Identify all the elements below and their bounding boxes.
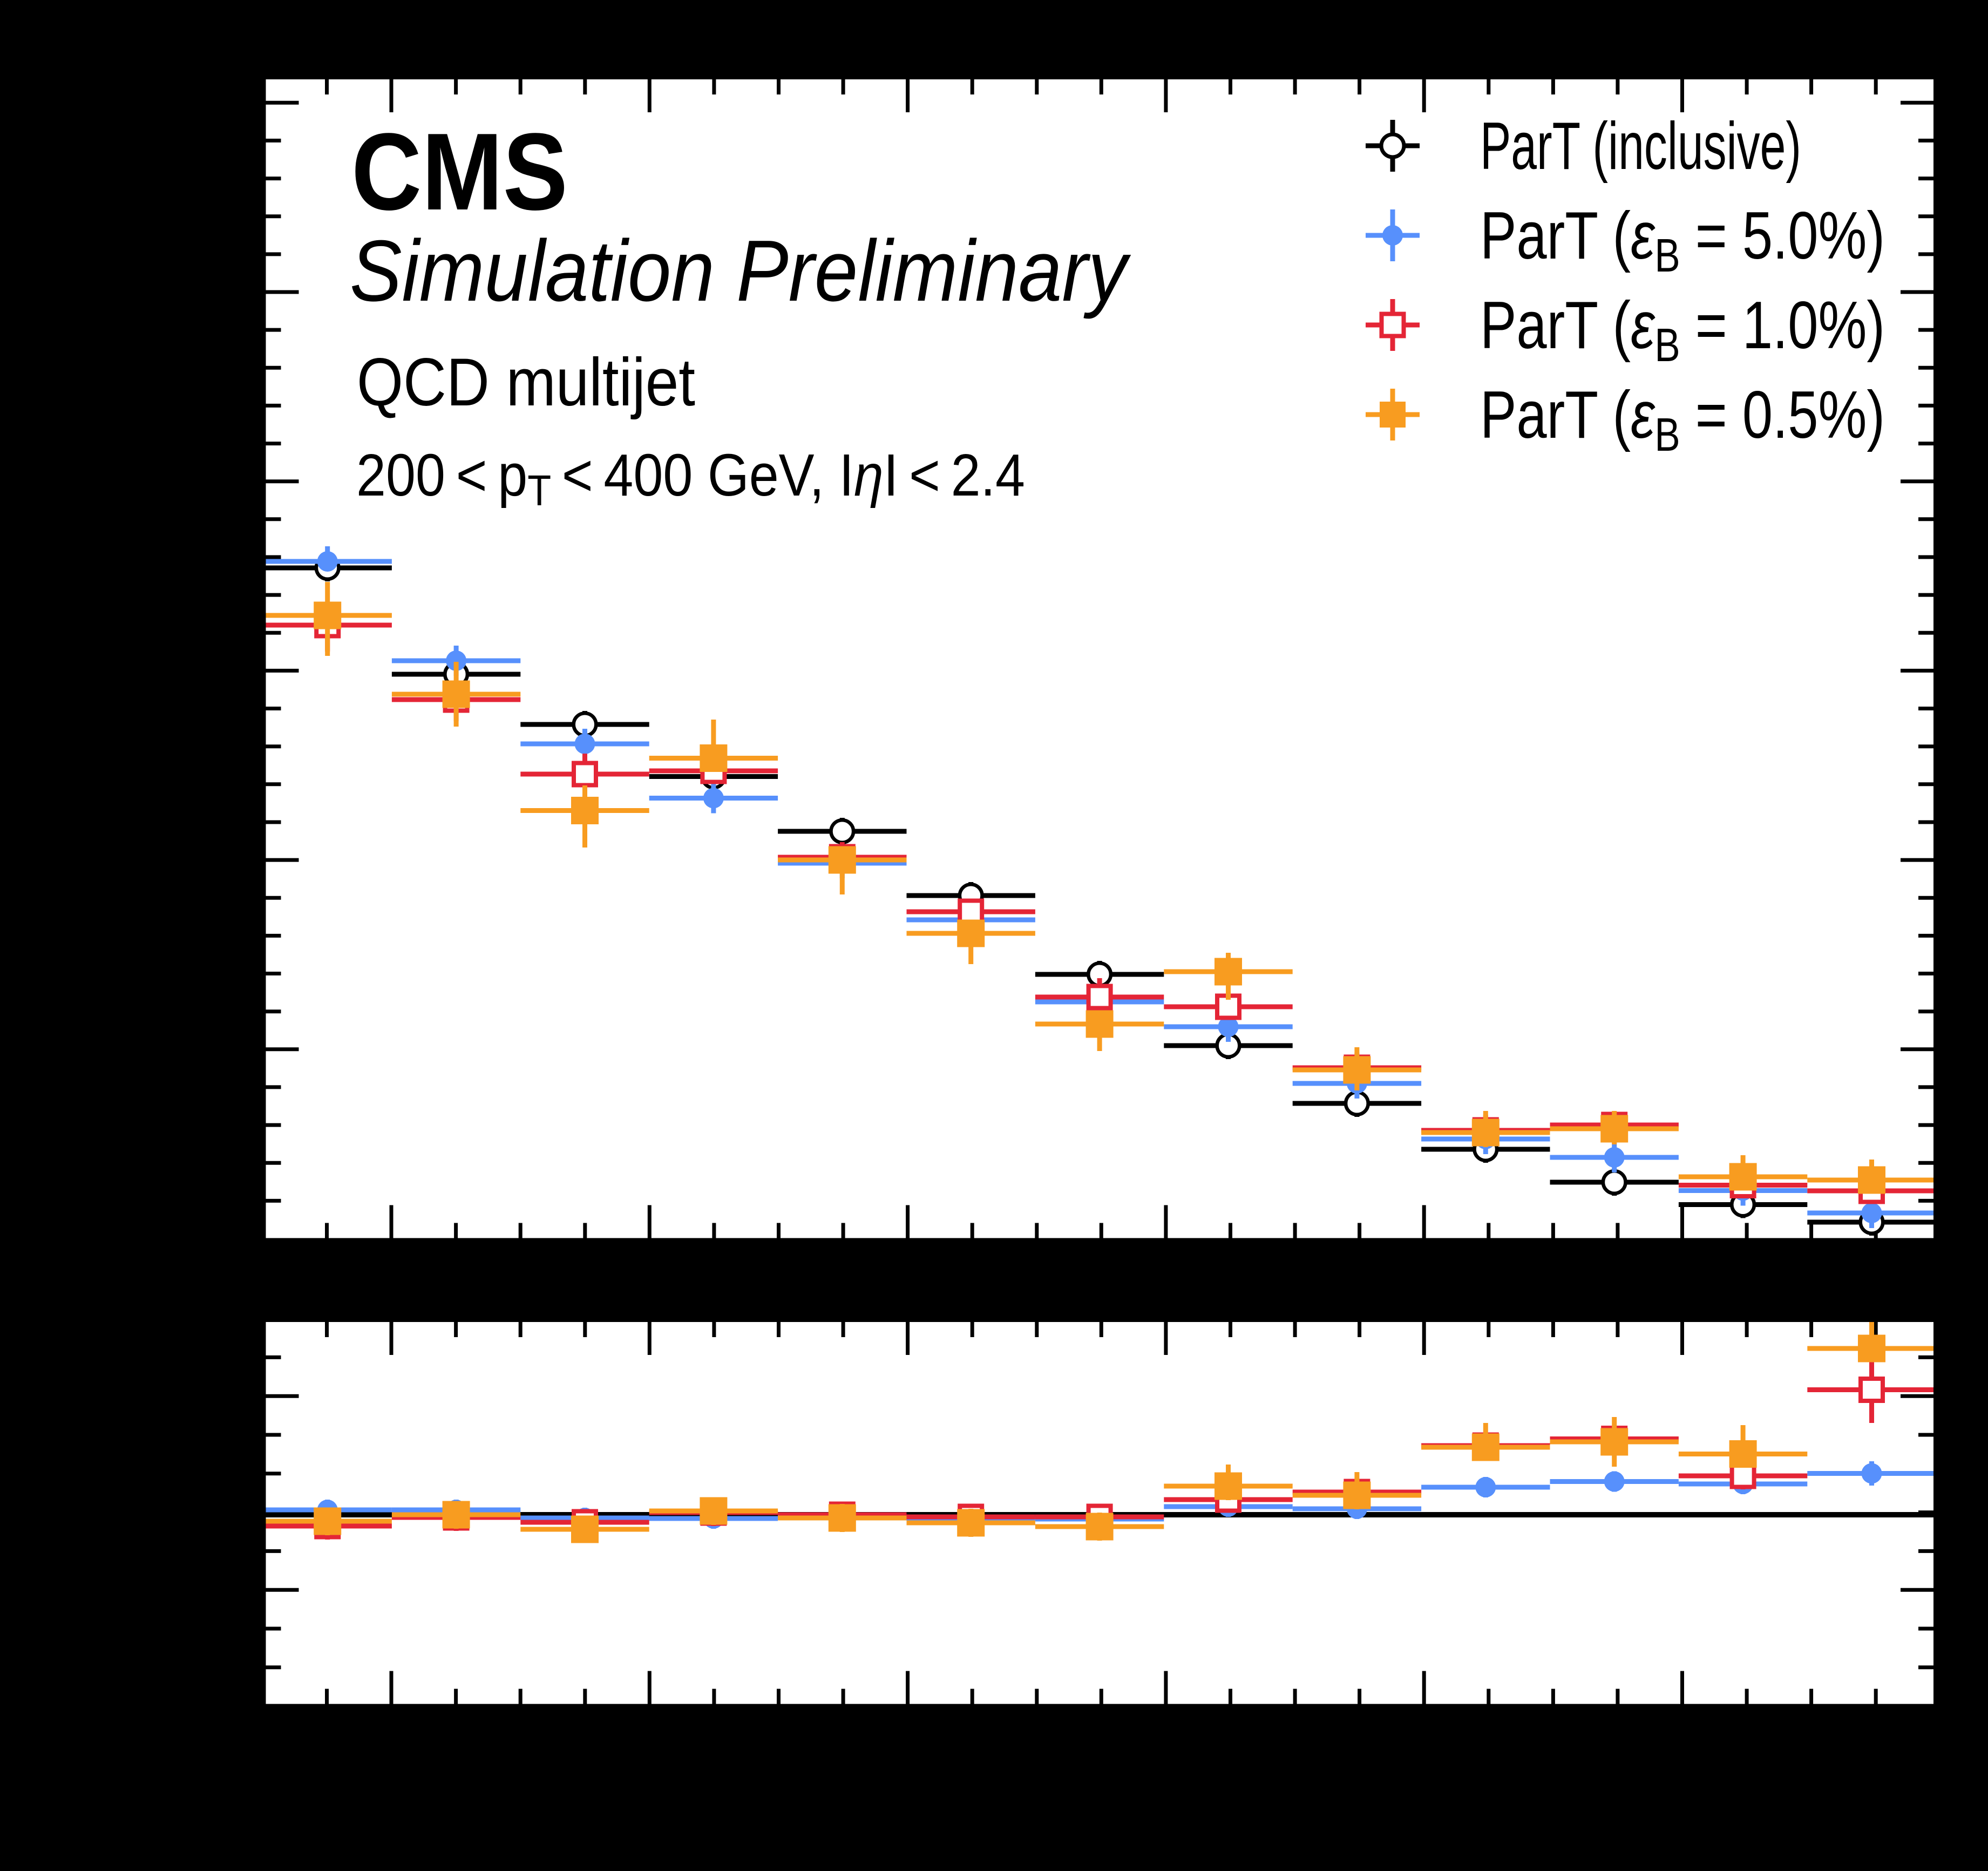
svg-text:200 < pT < 400 GeV, IηI < 2.4: 200 < pT < 400 GeV, IηI < 2.4 — [356, 442, 1025, 514]
svg-text:QCD multijet: QCD multijet — [357, 345, 695, 420]
svg-text:Simulation Preliminary: Simulation Preliminary — [350, 222, 1131, 320]
svg-text:ParT (εB = 1.0%): ParT (εB = 1.0%) — [1480, 288, 1885, 371]
svg-text:ParT (εB = 5.0%): ParT (εB = 5.0%) — [1480, 199, 1885, 282]
svg-text:ParT (inclusive): ParT (inclusive) — [1480, 109, 1801, 184]
svg-text:ParT (εB = 0.5%): ParT (εB = 0.5%) — [1480, 378, 1885, 461]
svg-text:CMS: CMS — [351, 111, 568, 233]
